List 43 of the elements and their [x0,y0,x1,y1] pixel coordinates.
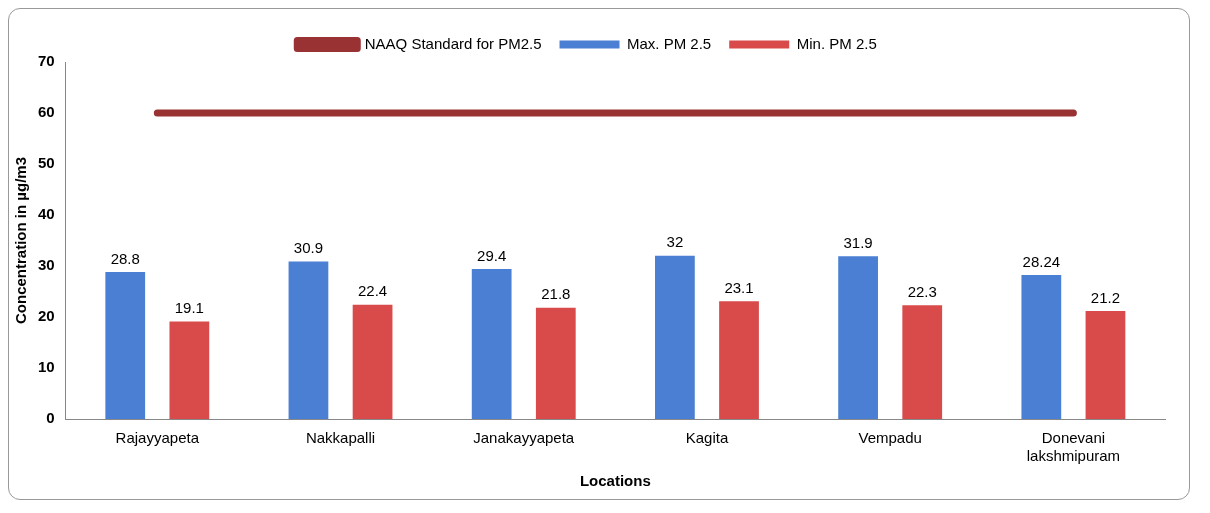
x-tick-label: Janakayyapeta [473,429,575,447]
data-label: 23.1 [724,278,754,296]
data-label: 21.2 [1090,288,1121,306]
y-tick-label: 20 [38,307,55,325]
x-tick-label: Nakkapalli [305,429,376,447]
bar [471,269,512,419]
legend-label: Min. PM 2.5 [796,34,877,52]
x-tick-label: Rajayyapeta [115,429,200,447]
data-label: 22.3 [907,282,937,300]
data-label: 31.9 [843,233,873,251]
data-label: 32 [666,233,684,251]
bar [288,261,329,419]
data-label: 30.9 [293,239,324,257]
y-tick-label: 40 [38,205,55,223]
data-label: 22.4 [357,282,388,300]
bar [352,304,393,419]
bar [169,321,210,419]
y-tick-label: 30 [38,256,55,274]
x-tick-label: Kagita [685,429,729,447]
y-axis-title: Concentration in µg/m3 [12,157,30,324]
legend-label: Max. PM 2.5 [627,34,712,52]
bar [535,307,576,419]
data-label: 19.1 [174,299,204,317]
data-label: 28.8 [110,249,140,267]
bar [719,301,759,419]
y-tick-label: 70 [38,52,55,70]
y-tick-label: 50 [38,154,55,172]
y-tick-label: 60 [38,103,55,121]
legend-label: NAAQ Standard for PM2.5 [364,34,542,52]
x-tick-label: Donevani lakshmipuram [1026,429,1121,465]
bar [655,255,695,419]
y-tick-label: 10 [38,358,55,376]
x-axis-title: Locations [579,472,651,490]
x-tick-label: Vempadu [858,429,922,447]
data-label: 28.24 [1022,252,1061,270]
bar [1021,274,1062,419]
data-label: 21.8 [541,285,571,303]
bar [1085,310,1126,419]
bar [105,272,146,419]
data-label: 29.4 [477,246,507,264]
bar [902,305,943,419]
bar [838,256,878,419]
y-tick-label: 0 [46,409,55,427]
